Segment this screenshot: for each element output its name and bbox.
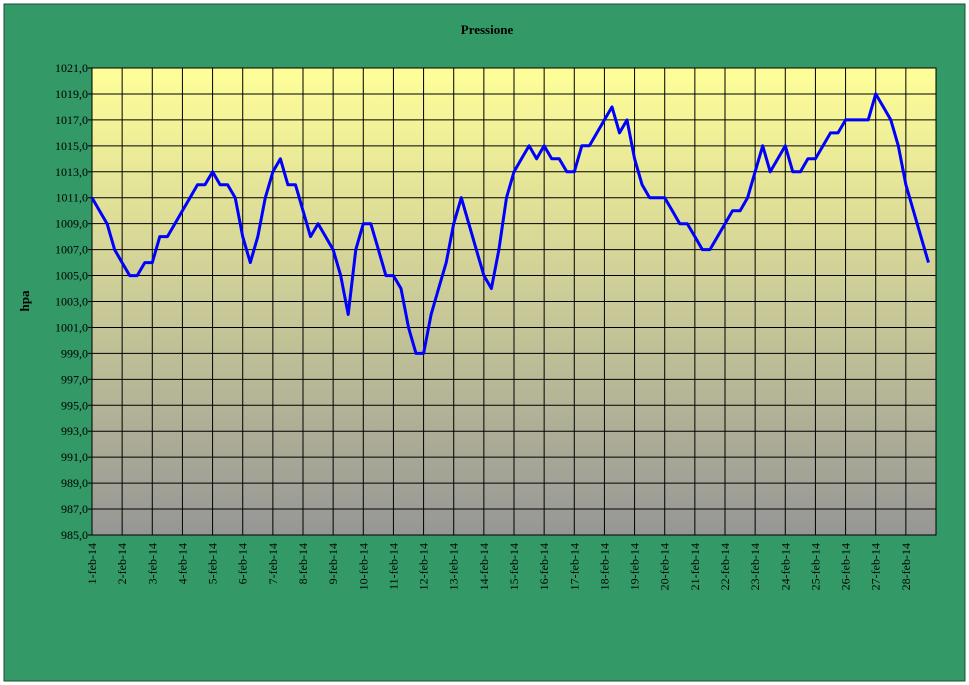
x-tick-label: 5-feb-14 — [206, 543, 220, 584]
y-tick-label: 999,0 — [61, 346, 88, 360]
y-tick-label: 991,0 — [61, 450, 88, 464]
y-tick-label: 1017,0 — [55, 113, 88, 127]
y-tick-label: 1011,0 — [55, 191, 88, 205]
x-tick-label: 6-feb-14 — [236, 543, 250, 584]
y-tick-label: 987,0 — [61, 502, 88, 516]
x-tick-label: 21-feb-14 — [688, 543, 702, 590]
x-tick-label: 8-feb-14 — [296, 543, 310, 584]
y-tick-label: 997,0 — [61, 372, 88, 386]
y-tick-label: 1015,0 — [55, 139, 88, 153]
x-tick-label: 26-feb-14 — [839, 543, 853, 590]
x-tick-label: 14-feb-14 — [477, 543, 491, 590]
y-axis-label: hpa — [17, 290, 32, 311]
y-tick-label: 989,0 — [61, 476, 88, 490]
chart-title: Pressione — [461, 22, 514, 37]
x-tick-label: 18-feb-14 — [597, 543, 611, 590]
y-tick-label: 995,0 — [61, 398, 88, 412]
y-tick-label: 1021,0 — [55, 61, 88, 75]
x-tick-label: 23-feb-14 — [748, 543, 762, 590]
x-tick-label: 11-feb-14 — [386, 543, 400, 590]
x-tick-label: 15-feb-14 — [507, 543, 521, 590]
x-tick-label: 13-feb-14 — [447, 543, 461, 590]
x-tick-label: 4-feb-14 — [175, 543, 189, 584]
y-tick-label: 1005,0 — [55, 269, 88, 283]
data-line — [90, 92, 930, 355]
y-tick-label: 993,0 — [61, 424, 88, 438]
x-tick-label: 17-feb-14 — [567, 543, 581, 590]
x-tick-label: 22-feb-14 — [718, 543, 732, 590]
y-tick-label: 1013,0 — [55, 165, 88, 179]
y-tick-label: 1003,0 — [55, 295, 88, 309]
x-tick-label: 1-feb-14 — [85, 543, 99, 584]
y-tick-label: 1019,0 — [55, 87, 88, 101]
y-tick-label: 1009,0 — [55, 217, 88, 231]
x-tick-label: 25-feb-14 — [808, 543, 822, 590]
x-tick-label: 9-feb-14 — [326, 543, 340, 584]
x-tick-label: 19-feb-14 — [628, 543, 642, 590]
x-tick-label: 2-feb-14 — [115, 543, 129, 584]
x-tick-label: 12-feb-14 — [417, 543, 431, 590]
x-tick-label: 28-feb-14 — [899, 543, 913, 590]
x-tick-label: 24-feb-14 — [778, 543, 792, 590]
y-tick-label: 985,0 — [61, 528, 88, 542]
x-tick-label: 20-feb-14 — [658, 543, 672, 590]
x-tick-label: 16-feb-14 — [537, 543, 551, 590]
x-tick-label: 10-feb-14 — [356, 543, 370, 590]
y-tick-label: 1007,0 — [55, 243, 88, 257]
x-tick-label: 3-feb-14 — [145, 543, 159, 584]
x-tick-label: 7-feb-14 — [266, 543, 280, 584]
y-tick-label: 1001,0 — [55, 320, 88, 334]
x-tick-label: 27-feb-14 — [869, 543, 883, 590]
